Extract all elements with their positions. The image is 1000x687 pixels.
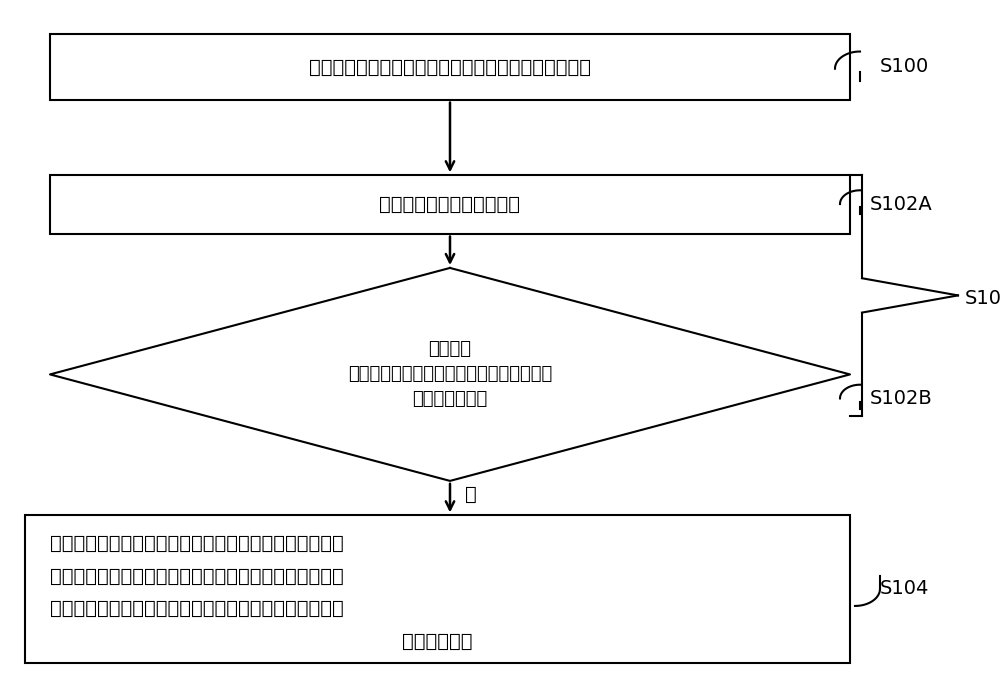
Text: 是: 是: [465, 485, 477, 504]
Text: 检测智能笔的触控事件并获取对应的所述智能笔的标识: 检测智能笔的触控事件并获取对应的所述智能笔的标识: [309, 58, 591, 76]
FancyBboxPatch shape: [50, 34, 850, 100]
Text: 根据所述
智能笔的标识判断生成的所述笔迹是否对应
多个所述智能笔: 根据所述 智能笔的标识判断生成的所述笔迹是否对应 多个所述智能笔: [348, 341, 552, 408]
FancyBboxPatch shape: [25, 515, 850, 663]
Text: S100: S100: [880, 57, 929, 76]
Text: 生成多个互不重叠的书写区域，多个书写区域与多个所述: 生成多个互不重叠的书写区域，多个书写区域与多个所述: [50, 534, 344, 552]
FancyBboxPatch shape: [50, 175, 850, 234]
Text: S102: S102: [965, 289, 1000, 308]
Text: 智能笔一一对应，每个书写区域覆盖对应所述智能笔的笔: 智能笔一一对应，每个书写区域覆盖对应所述智能笔的笔: [50, 567, 344, 585]
Text: 根据所述触控事件生成笔迹: 根据所述触控事件生成笔迹: [380, 195, 520, 214]
Text: S102B: S102B: [870, 389, 933, 408]
Text: S102A: S102A: [870, 194, 933, 214]
Text: S104: S104: [880, 579, 929, 598]
Text: 迹，且每个书写区域仅对于对应所述智能笔的触控事件响: 迹，且每个书写区域仅对于对应所述智能笔的触控事件响: [50, 599, 344, 618]
Text: 应为生成笔迹: 应为生成笔迹: [402, 632, 473, 651]
